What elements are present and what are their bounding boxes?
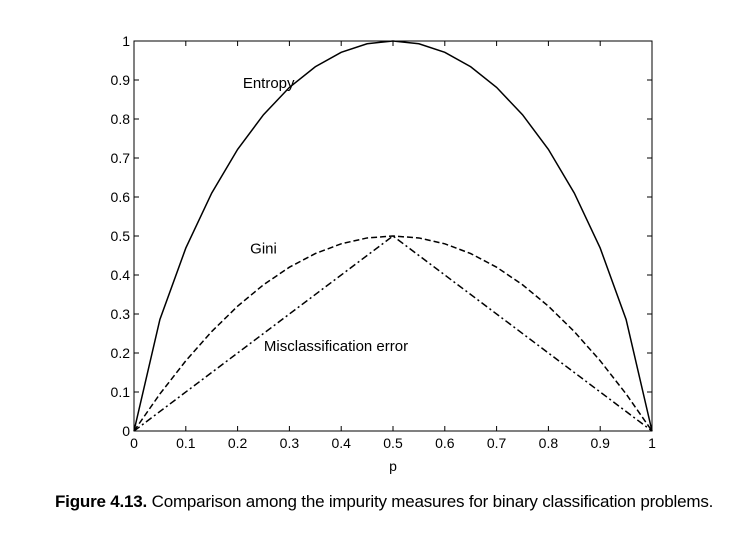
y-tick-label: 0.7 [111, 150, 131, 166]
x-tick-label: 0.9 [590, 435, 610, 451]
series-line-gini [133, 235, 653, 432]
annotation-label: Misclassification error [264, 338, 408, 355]
y-tick-label: 0.4 [111, 267, 131, 283]
x-tick-label: 0.1 [176, 435, 196, 451]
x-tick-label: 1 [648, 435, 656, 451]
y-axis-tick-labels: 0 0.1 0.2 0.3 0.4 0.5 0.6 0.7 0.8 0.9 1 [111, 33, 131, 439]
y-tick-label: 1 [122, 33, 130, 49]
impurity-chart: 0 0.1 0.2 0.3 0.4 0.5 0.6 0.7 0.8 0.9 1 0 0.1 0.2 0.3… [111, 33, 657, 474]
x-tick-label: 0.6 [435, 435, 455, 451]
y-tick-label: 0.3 [111, 306, 131, 322]
caption-text: Comparison among the impurity measures f… [151, 492, 714, 511]
x-axis-label: p [389, 458, 397, 474]
x-tick-label: 0.2 [228, 435, 248, 451]
caption-label: Figure 4.13. [55, 492, 148, 511]
series-lines [133, 40, 653, 432]
annotation-label: Gini [250, 241, 277, 258]
series-line-misclassification-error [133, 235, 653, 432]
y-tick-label: 0.5 [111, 228, 131, 244]
annotation-label: Entropy [243, 75, 295, 92]
y-tick-label: 0.8 [111, 111, 131, 127]
figure-caption: Figure 4.13. Comparison among the impuri… [55, 492, 713, 512]
x-axis-tick-labels: 0 0.1 0.2 0.3 0.4 0.5 0.6 0.7 0.8 0.9 1 [130, 435, 656, 451]
y-tick-label: 0.9 [111, 72, 131, 88]
x-tick-label: 0.8 [539, 435, 559, 451]
x-tick-label: 0.5 [383, 435, 403, 451]
y-tick-label: 0.2 [111, 345, 131, 361]
x-tick-label: 0.7 [487, 435, 507, 451]
y-tick-label: 0.6 [111, 189, 131, 205]
x-tick-label: 0 [130, 435, 138, 451]
series-line-entropy [133, 40, 653, 432]
y-tick-label: 0 [122, 423, 130, 439]
y-tick-label: 0.1 [111, 384, 131, 400]
annotations: Entropy Gini Misclassification error [243, 75, 408, 355]
x-tick-label: 0.4 [331, 435, 351, 451]
x-tick-label: 0.3 [280, 435, 300, 451]
